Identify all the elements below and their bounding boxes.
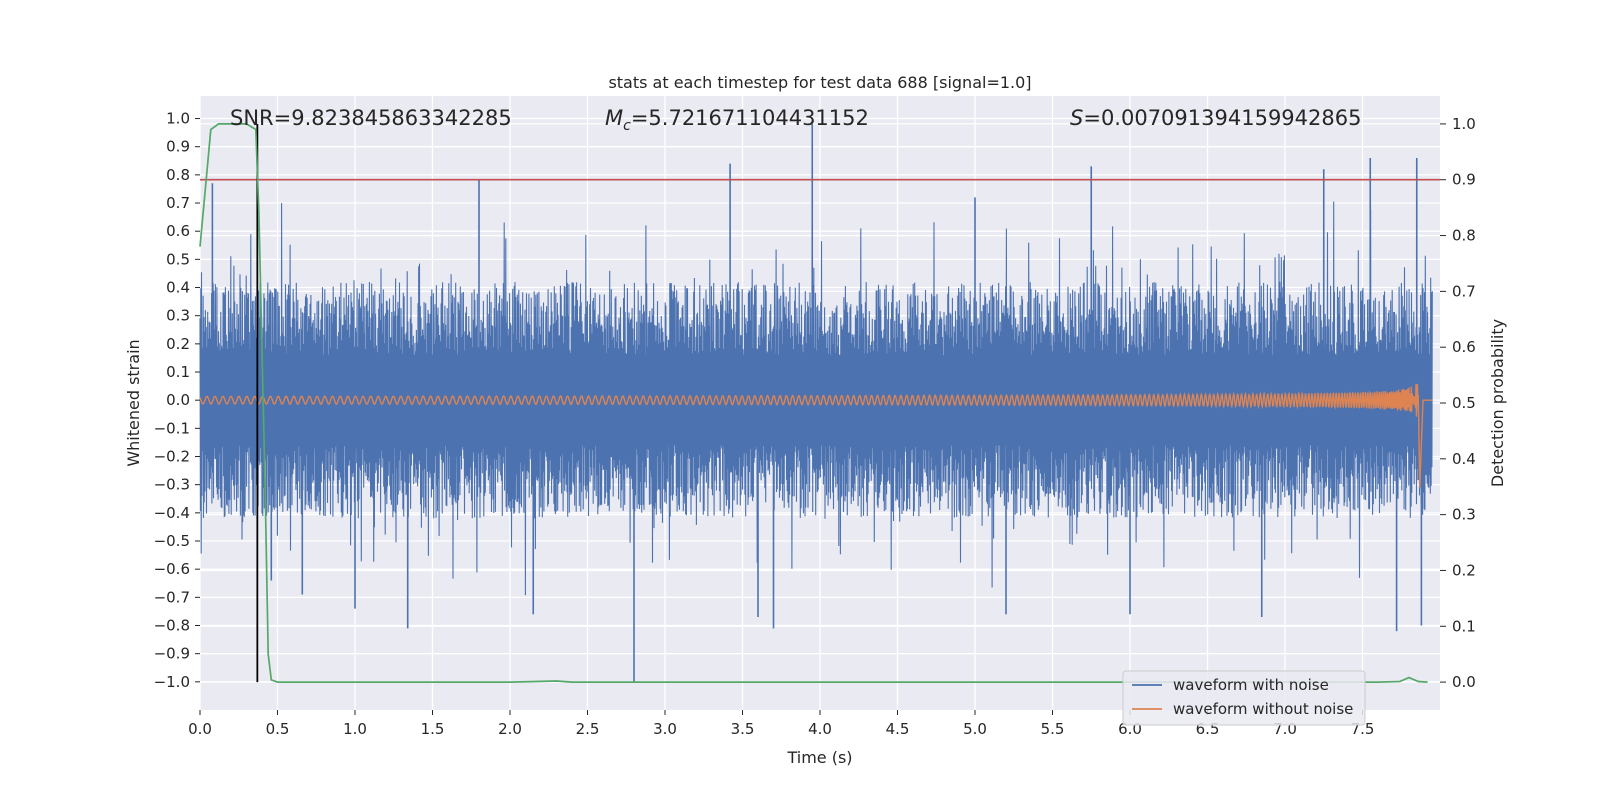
right-y-axis-label: Detection probability [1488, 319, 1507, 487]
left-y-tick-label-19: −0.9 [154, 645, 190, 663]
left-y-axis-ticks: 1.0 0.9 0.8 0.7 0.6 0.5 0.4 0.3 0.2 0.1 0.0 −0.1 −0.… [154, 110, 200, 691]
right-y-tick-label-10: 0.0 [1452, 673, 1476, 691]
x-tick-label-6: 3.0 [653, 720, 677, 738]
left-y-axis-label: Whitened strain [124, 339, 143, 466]
x-tick-label-1: 0.5 [266, 720, 290, 738]
waveform-with-noise-line [199, 201, 1433, 596]
waveform-without-noise-line [199, 383, 1433, 488]
x-tick-label-11: 5.5 [1041, 720, 1065, 738]
chirp-mass-annotation: Mc=5.721671104431152 [605, 106, 869, 134]
left-y-tick-label-13: −0.3 [154, 476, 190, 494]
right-y-tick-label-4: 0.6 [1452, 338, 1476, 356]
snr-annotation: SNR=9.823845863342285 [230, 106, 512, 130]
left-y-tick-label-3: 0.7 [166, 194, 190, 212]
x-tick-label-7: 3.5 [731, 720, 755, 738]
left-y-tick-label-7: 0.3 [166, 307, 190, 325]
left-y-tick-label-16: −0.6 [154, 560, 190, 578]
x-tick-label-8: 4.0 [808, 720, 832, 738]
right-y-tick-label-2: 0.8 [1452, 227, 1476, 245]
chirp-mass-symbol: M [605, 106, 623, 130]
score-symbol: S [1070, 106, 1083, 130]
score-annotation: S=0.007091394159942865 [1070, 106, 1361, 130]
x-tick-label-5: 2.5 [576, 720, 600, 738]
chart-title: stats at each timestep for test data 688… [608, 73, 1031, 92]
left-y-tick-label-4: 0.6 [166, 222, 190, 240]
left-y-tick-label-2: 0.8 [166, 166, 190, 184]
left-y-tick-label-0: 1.0 [166, 110, 190, 128]
right-y-tick-label-7: 0.3 [1452, 506, 1476, 524]
legend-label-noise: waveform with noise [1173, 676, 1329, 694]
waveform-with-noise-spikes [211, 124, 1423, 682]
left-y-tick-label-17: −0.7 [154, 588, 190, 606]
left-y-tick-label-15: −0.5 [154, 532, 190, 550]
detection-probability-line [199, 123, 1428, 683]
right-y-tick-label-3: 0.7 [1452, 282, 1476, 300]
right-y-tick-label-5: 0.5 [1452, 394, 1476, 412]
x-tick-label-9: 4.5 [886, 720, 910, 738]
right-y-tick-label-0: 1.0 [1452, 115, 1476, 133]
x-tick-label-2: 1.0 [343, 720, 367, 738]
left-y-tick-label-1: 0.9 [166, 138, 190, 156]
left-y-tick-label-9: 0.1 [166, 363, 190, 381]
left-y-tick-label-12: −0.2 [154, 448, 190, 466]
left-y-tick-label-6: 0.4 [166, 279, 190, 297]
right-y-tick-label-6: 0.4 [1452, 450, 1476, 468]
chirp-mass-subscript: c [623, 118, 631, 134]
left-y-tick-label-11: −0.1 [154, 419, 190, 437]
left-y-tick-label-10: 0.0 [166, 391, 190, 409]
legend-label-clean: waveform without noise [1173, 700, 1353, 718]
left-y-tick-label-5: 0.5 [166, 250, 190, 268]
series-waveform-with-noise [199, 124, 1433, 682]
legend-box [1122, 670, 1366, 726]
left-y-tick-label-14: −0.4 [154, 504, 190, 522]
right-y-tick-label-9: 0.1 [1452, 617, 1476, 635]
x-tick-label-4: 2.0 [498, 720, 522, 738]
x-tick-label-3: 1.5 [421, 720, 445, 738]
right-y-axis-ticks: 1.0 0.9 0.8 0.7 0.6 0.5 0.4 0.3 0.2 0.1 0.0 [1440, 115, 1476, 691]
chirp-mass-value: =5.721671104431152 [631, 106, 869, 130]
left-y-tick-label-20: −1.0 [154, 673, 190, 691]
legend: waveform with noise waveform without noi… [1122, 670, 1366, 726]
left-y-tick-label-18: −0.8 [154, 617, 190, 635]
x-tick-label-0: 0.0 [188, 720, 212, 738]
score-value: =0.007091394159942865 [1083, 106, 1361, 130]
x-axis-label: Time (s) [786, 748, 852, 767]
right-y-tick-label-8: 0.2 [1452, 561, 1476, 579]
left-y-tick-label-8: 0.2 [166, 335, 190, 353]
right-y-tick-label-1: 0.9 [1452, 171, 1476, 189]
x-tick-label-10: 5.0 [963, 720, 987, 738]
